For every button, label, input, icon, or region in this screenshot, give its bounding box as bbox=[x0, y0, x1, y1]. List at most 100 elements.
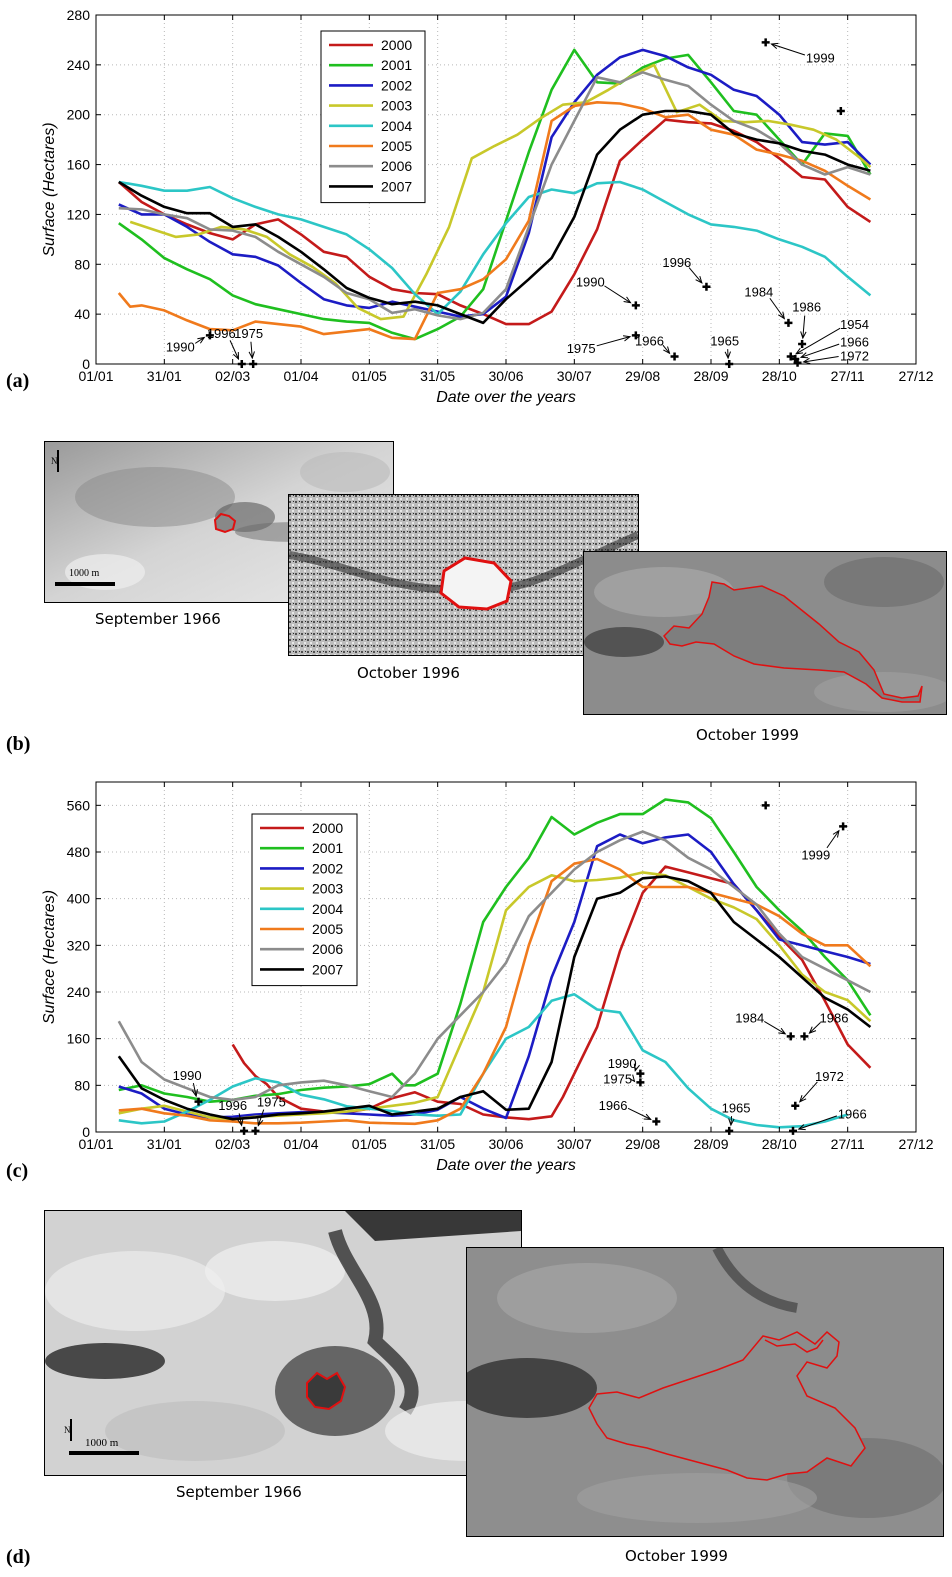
x-tick-label: 28/09 bbox=[693, 1136, 728, 1152]
point-marker-1965 bbox=[725, 1126, 734, 1135]
y-tick-label: 240 bbox=[67, 984, 91, 1000]
north-label: N bbox=[64, 1425, 71, 1435]
caption-oct-1996: October 1996 bbox=[357, 664, 460, 682]
point-marker-1990 bbox=[194, 1097, 203, 1106]
panel-b-label: (b) bbox=[6, 733, 31, 755]
legend-label-2001: 2001 bbox=[381, 57, 412, 73]
x-tick-label: 28/09 bbox=[693, 368, 728, 384]
legend-label-2000: 2000 bbox=[312, 820, 343, 836]
y-tick-label: 0 bbox=[82, 356, 90, 372]
annotation-arrow bbox=[604, 285, 631, 304]
point-marker-1966 bbox=[789, 1126, 797, 1135]
annotation-1990: 1990 bbox=[166, 340, 195, 355]
annotation-1990: 1990 bbox=[173, 1068, 202, 1083]
annotation-arrow bbox=[250, 341, 253, 359]
x-tick-label: 27/11 bbox=[831, 1136, 865, 1152]
y-tick-label: 200 bbox=[67, 107, 91, 123]
legend-label-2005: 2005 bbox=[312, 921, 343, 937]
point-marker-1975 bbox=[251, 1126, 260, 1135]
x-tick-label: 01/04 bbox=[283, 368, 318, 384]
annotation-1972: 1972 bbox=[815, 1069, 844, 1084]
y-tick-label: 400 bbox=[67, 891, 91, 907]
annotation-1966: 1966 bbox=[840, 335, 869, 350]
annotation-arrowhead bbox=[799, 352, 809, 359]
series-line-2005 bbox=[117, 101, 872, 341]
series-line-2004 bbox=[118, 180, 872, 316]
series-line-2007 bbox=[117, 875, 872, 1121]
annotation-arrowhead bbox=[832, 829, 840, 838]
point-marker-1975 bbox=[636, 1078, 645, 1087]
annotation-arrow bbox=[800, 343, 840, 358]
x-tick-label: 28/10 bbox=[762, 1136, 797, 1152]
caption-sep-1966-b: September 1966 bbox=[95, 610, 221, 628]
point-marker-1996 bbox=[237, 360, 246, 368]
annotation-1990: 1990 bbox=[608, 1056, 637, 1071]
annotation-arrowhead bbox=[778, 311, 786, 320]
point-marker-1990 bbox=[631, 301, 640, 310]
annotation-arrow bbox=[771, 43, 806, 56]
annotation-arrowhead bbox=[622, 335, 632, 342]
chart-c: 01/01 31/01 02/03 01/04 01/05 31/05 30/06 30/07… bbox=[41, 781, 934, 1174]
annotation-arrowhead bbox=[191, 1089, 198, 1098]
annotation-arrow bbox=[662, 344, 670, 354]
x-tick-label: 31/01 bbox=[147, 1136, 182, 1152]
annotation-arrowhead bbox=[770, 42, 779, 49]
annotation-arrowhead bbox=[257, 1118, 264, 1127]
annotation-1986: 1986 bbox=[792, 300, 821, 315]
annotation-arrowhead bbox=[728, 1118, 735, 1127]
point-marker-1996 bbox=[702, 282, 711, 291]
annotation-arrow bbox=[798, 1115, 838, 1130]
annotation-1965: 1965 bbox=[722, 1101, 751, 1116]
annotation-1984: 1984 bbox=[744, 285, 773, 300]
scale-bar-label: 1000 m bbox=[69, 568, 100, 579]
series-line-2006 bbox=[117, 830, 871, 1102]
x-axis-label: Date over the years bbox=[436, 389, 576, 406]
scale-bar-label: 1000 m bbox=[85, 1437, 119, 1449]
panel-d-label: (d) bbox=[6, 1546, 31, 1568]
legend-label-2000: 2000 bbox=[381, 37, 412, 53]
x-tick-label: 30/07 bbox=[557, 1136, 592, 1152]
satellite-image-sep-1966-d: N 1000 m bbox=[44, 1210, 522, 1476]
y-tick-label: 560 bbox=[67, 797, 91, 813]
panel-c-label: (c) bbox=[6, 1160, 29, 1182]
point-marker-1999 bbox=[836, 106, 845, 115]
x-tick-label: 01/05 bbox=[352, 368, 387, 384]
x-axis-label: Date over the years bbox=[436, 1157, 576, 1174]
y-axis-label: Surface (Hectares) bbox=[41, 890, 58, 1024]
point-marker-1986 bbox=[800, 1032, 809, 1041]
annotation-arrowhead bbox=[643, 1113, 652, 1120]
scale-bar bbox=[69, 1451, 139, 1455]
annotation-arrowhead bbox=[663, 346, 671, 355]
annotation-1986: 1986 bbox=[820, 1011, 849, 1026]
annotation-arrowhead bbox=[623, 296, 632, 304]
annotation-1975: 1975 bbox=[567, 341, 596, 356]
chart-a: 01/01 31/01 02/03 01/04 01/05 31/05 30/06 30/07… bbox=[41, 7, 934, 406]
y-tick-label: 240 bbox=[67, 57, 91, 73]
legend-label-2004: 2004 bbox=[381, 118, 412, 134]
north-arrow-icon bbox=[70, 1419, 72, 1441]
legend-label-2003: 2003 bbox=[381, 98, 412, 114]
x-tick-label: 30/06 bbox=[488, 368, 523, 384]
annotation-1996: 1996 bbox=[207, 326, 236, 341]
y-tick-label: 160 bbox=[67, 157, 91, 173]
x-tick-label: 01/01 bbox=[78, 368, 113, 384]
annotation-arrow bbox=[238, 1113, 243, 1126]
annotation-arrow bbox=[769, 297, 785, 319]
annotation-arrowhead bbox=[797, 1124, 806, 1131]
point-marker-1999 bbox=[761, 801, 770, 810]
annotation-arrow bbox=[730, 1116, 733, 1126]
annotation-arrowhead bbox=[237, 1118, 244, 1127]
point-marker-1975 bbox=[631, 331, 640, 340]
point-marker-1966 bbox=[652, 1117, 661, 1126]
annotation-arrow bbox=[809, 1022, 821, 1034]
x-tick-label: 02/03 bbox=[215, 368, 250, 384]
x-tick-label: 31/05 bbox=[420, 368, 455, 384]
annotation-arrow bbox=[802, 315, 806, 339]
series-line-2001 bbox=[118, 48, 872, 341]
x-tick-label: 30/06 bbox=[488, 1136, 523, 1152]
satellite-image-oct-1999-b bbox=[583, 551, 947, 715]
north-label: N bbox=[51, 456, 58, 466]
legend-label-2003: 2003 bbox=[312, 881, 343, 897]
legend-label-2002: 2002 bbox=[381, 77, 412, 93]
point-marker-1954 bbox=[786, 352, 795, 361]
